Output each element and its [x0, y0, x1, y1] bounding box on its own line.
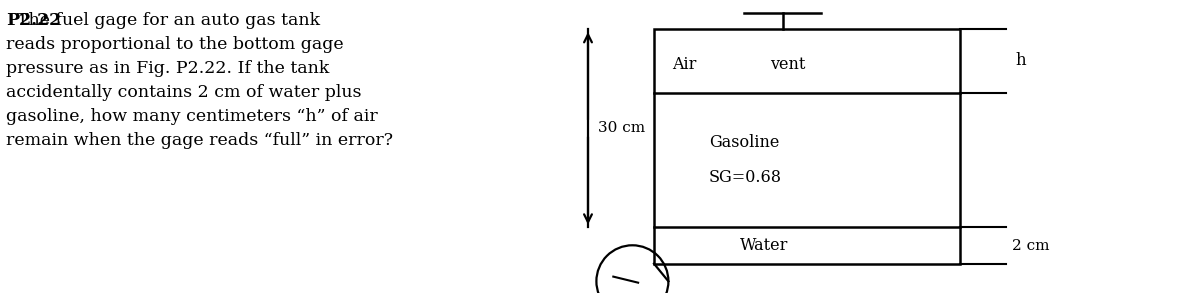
Text: 30 cm: 30 cm: [598, 121, 644, 135]
Text: Water: Water: [739, 237, 788, 254]
Text: Air: Air: [672, 56, 696, 73]
Text: vent: vent: [770, 56, 806, 73]
Text: P2.22: P2.22: [6, 12, 61, 29]
Text: 2 cm: 2 cm: [1012, 239, 1049, 253]
Text: The fuel gage for an auto gas tank
reads proportional to the bottom gage
pressur: The fuel gage for an auto gas tank reads…: [6, 12, 394, 149]
Text: Gasoline: Gasoline: [709, 134, 780, 151]
Bar: [654, 29, 960, 264]
Text: h: h: [1015, 52, 1026, 69]
Text: SG=0.68: SG=0.68: [709, 169, 782, 186]
